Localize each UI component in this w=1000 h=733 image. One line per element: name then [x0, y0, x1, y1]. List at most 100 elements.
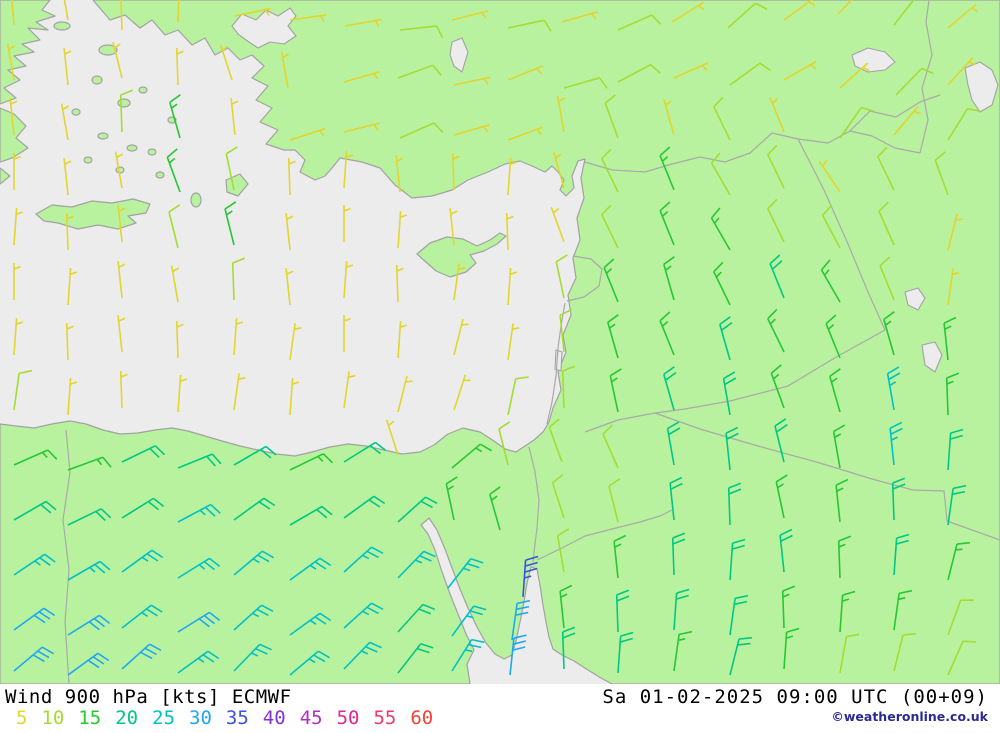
- legend-value: 15: [78, 707, 102, 729]
- wind-barb: [120, 0, 123, 31]
- wind-barb: [397, 375, 413, 413]
- legend-value: 55: [373, 707, 397, 729]
- wind-barb: [175, 47, 184, 86]
- wind-barb: [673, 630, 693, 672]
- wind-barb: [399, 122, 444, 139]
- border-egypt-israel: [528, 446, 540, 563]
- wind-barb: [287, 157, 296, 196]
- wind-barb: [447, 558, 484, 589]
- wind-barb: [507, 126, 544, 141]
- wind-barb: [947, 3, 979, 29]
- wind-barb: [555, 254, 568, 299]
- wind-barb: [170, 265, 180, 303]
- wind-barb: [601, 204, 619, 249]
- wind-barb: [505, 212, 514, 251]
- border-syria-iraq: [797, 138, 886, 331]
- legend-value: 20: [115, 707, 139, 729]
- wind-barb: [343, 546, 384, 573]
- wind-barb: [289, 14, 327, 23]
- border-turkey-syria: [584, 130, 921, 173]
- legend-value: 25: [152, 707, 176, 729]
- wind-barb: [289, 127, 326, 141]
- wind-barb: [659, 201, 675, 246]
- wind-barb: [117, 261, 126, 299]
- wind-barb: [879, 256, 895, 301]
- wind-barb: [67, 378, 78, 416]
- wind-barb: [710, 207, 731, 251]
- wind-barb: [673, 588, 690, 631]
- legend-value: 10: [41, 707, 65, 729]
- wind-barb: [729, 594, 749, 636]
- wind-barb: [663, 366, 677, 411]
- wind-barb: [713, 96, 731, 141]
- wind-barb: [507, 376, 529, 416]
- wind-barb: [397, 603, 436, 633]
- wind-barb: [615, 589, 630, 633]
- wind-barb: [177, 557, 221, 579]
- legend-value: 5: [16, 707, 28, 729]
- wind-barb: [769, 97, 785, 133]
- wind-barb: [63, 158, 72, 196]
- wind-barb: [453, 318, 469, 356]
- wind-barb: [168, 204, 181, 249]
- wind-barb: [671, 532, 686, 576]
- wind-barb: [601, 148, 619, 193]
- wind-barb: [770, 364, 785, 409]
- wind-barb: [659, 146, 675, 191]
- wind-barb: [119, 89, 134, 133]
- island-cyprus: [416, 232, 507, 278]
- wind-barb: [177, 503, 221, 523]
- wind-barb: [399, 25, 444, 39]
- map-title: Wind 900 hPa [kts] ECMWF: [5, 686, 292, 708]
- wind-barb: [829, 368, 841, 413]
- border-israel-jordan: [546, 302, 566, 425]
- wind-barb: [385, 419, 399, 456]
- wind-barb: [121, 643, 162, 670]
- wind-barb: [119, 370, 128, 409]
- wind-barb: [121, 497, 165, 519]
- sea-of-marmara: [231, 7, 297, 49]
- map-timestamp: Sa 01-02-2025 09:00 UTC (00+09): [602, 686, 988, 708]
- wind-barb: [453, 263, 466, 301]
- wind-barb: [177, 650, 220, 674]
- wind-barb: [522, 555, 539, 598]
- wind-barb: [613, 534, 627, 579]
- lake-van: [851, 47, 896, 73]
- wind-barb: [289, 505, 333, 526]
- legend-value: 40: [262, 707, 286, 729]
- wind-barb: [225, 146, 238, 191]
- wind-barb: [511, 599, 531, 641]
- wind-barb: [397, 643, 434, 674]
- wind-barb: [617, 14, 662, 31]
- wind-barb: [561, 365, 576, 409]
- wind-barb: [607, 314, 619, 359]
- wind-barb: [947, 599, 974, 636]
- lake-tuz: [449, 37, 469, 73]
- wind-barb: [729, 538, 746, 581]
- wind-barb: [818, 160, 841, 193]
- wind-barb: [837, 0, 853, 15]
- wind-barb: [561, 11, 598, 23]
- wind-barb: [289, 453, 334, 471]
- wind-barb: [285, 213, 294, 251]
- wind-barb: [13, 263, 21, 300]
- wind-barb: [548, 418, 563, 463]
- wind-barb: [13, 449, 58, 466]
- wind-barb: [453, 124, 490, 136]
- wind-barb: [451, 443, 492, 469]
- wind-barb: [343, 371, 356, 409]
- wind-barb: [451, 10, 489, 21]
- wind-barb: [63, 0, 69, 21]
- wind-barb: [117, 315, 126, 353]
- wind-barb: [713, 261, 731, 306]
- wind-barb: [344, 18, 382, 28]
- wind-barb: [9, 98, 18, 136]
- wind-barb: [343, 315, 351, 352]
- wind-barb: [891, 477, 906, 521]
- wind-barb: [947, 428, 964, 471]
- wind-barb: [719, 316, 733, 361]
- wind-barb: [561, 626, 576, 670]
- border-iraq-kuwait: [912, 489, 1000, 541]
- wind-barb: [550, 206, 565, 243]
